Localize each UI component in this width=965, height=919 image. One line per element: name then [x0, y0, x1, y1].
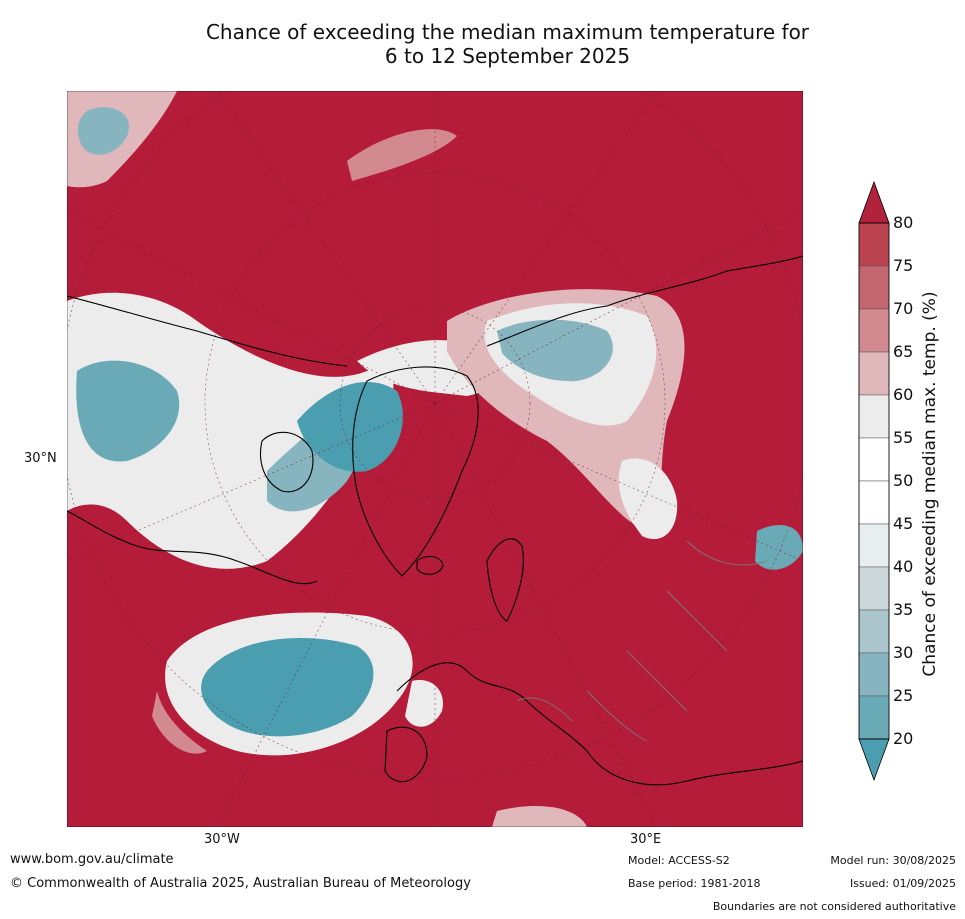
arctic-archipelago-cool	[297, 382, 403, 472]
lon-label-30e: 30°E	[630, 832, 662, 847]
title-line-2: 6 to 12 September 2025	[384, 44, 631, 68]
colorbar-tick-label: 25	[893, 686, 914, 705]
coastline-greenland	[352, 366, 479, 577]
atlantic-cool	[201, 638, 374, 737]
footer-disclaimer: Boundaries are not considered authoritat…	[712, 900, 956, 913]
colorbar-tick-label: 80	[893, 213, 914, 232]
coastline-siberia	[486, 255, 803, 347]
footer-model: Model: ACCESS-S2	[628, 854, 730, 867]
colorbar-segment	[858, 265, 890, 310]
siberia-cool	[497, 319, 613, 382]
meridian	[434, 210, 803, 404]
colorbar-segment	[858, 480, 890, 525]
colorbar-segment	[858, 566, 890, 611]
meridian	[67, 402, 436, 562]
footer-copyright: © Commonwealth of Australia 2025, Austra…	[10, 876, 471, 891]
meridian	[67, 210, 436, 404]
colorbar-segment	[858, 523, 890, 568]
colorbar-tick-label: 30	[893, 643, 914, 662]
coastlines	[67, 255, 803, 786]
colorbar-tick-label: 45	[893, 514, 914, 533]
arctic-wisp	[347, 129, 457, 181]
mediterranean-patch	[492, 806, 587, 827]
colorbar-tick-label: 50	[893, 471, 914, 490]
lat-label-30n: 30°N	[24, 451, 57, 466]
map-title: Chance of exceeding the median maximum t…	[60, 20, 955, 68]
colorbar-segment	[858, 437, 890, 482]
footer-base-period: Base period: 1981-2018	[628, 877, 761, 890]
coastline-iceland	[416, 555, 444, 575]
colorbar-max-arrow	[858, 180, 890, 224]
colorbar-segment	[858, 695, 890, 740]
meridian	[434, 91, 658, 404]
colorbar-segment	[858, 394, 890, 439]
meridian	[434, 402, 803, 562]
sw-europe-patch	[405, 680, 443, 727]
coastline-hudson-bay	[260, 431, 314, 493]
colorbar-segment	[858, 609, 890, 654]
colorbar-tick-label: 65	[893, 342, 914, 361]
probability-map	[67, 91, 803, 827]
colorbar-tick-label: 70	[893, 299, 914, 318]
colorbar-tick-label: 20	[893, 729, 914, 748]
probability-shading	[67, 91, 803, 827]
colorbar-tick-label: 35	[893, 600, 914, 619]
colorbar-frame	[858, 222, 890, 740]
colorbar-tick-label: 75	[893, 256, 914, 275]
colorbar-tick-label: 55	[893, 428, 914, 447]
border-line	[516, 540, 768, 742]
colorbar-segment	[858, 652, 890, 697]
coastline-scandinavia	[486, 538, 524, 622]
footer-model-run: Model run: 30/08/2025	[830, 854, 956, 867]
colorbar-tick-label: 60	[893, 385, 914, 404]
colorbar	[858, 180, 890, 782]
colorbar-label: Chance of exceeding median max. temp. (%…	[920, 291, 940, 677]
footer-website[interactable]: www.bom.gov.au/climate	[10, 852, 174, 867]
colorbar-segment	[858, 351, 890, 396]
north-america-cool-west	[76, 360, 180, 462]
footer-issued: Issued: 01/09/2025	[849, 877, 956, 890]
colorbar-segment	[858, 222, 890, 267]
colorbar-tick-label: 40	[893, 557, 914, 576]
coastline-iberia	[384, 726, 428, 783]
title-line-1: Chance of exceeding the median maximum t…	[205, 20, 810, 44]
colorbar-segments	[858, 222, 890, 740]
country-borders	[516, 540, 768, 742]
nw-corner-cool	[77, 107, 129, 155]
colorbar-segment	[858, 308, 890, 353]
coastline-europe	[396, 662, 803, 786]
graticule	[67, 91, 803, 827]
meridian	[216, 91, 436, 404]
colorbar-min-arrow	[858, 738, 890, 782]
coastline-north-america	[67, 295, 348, 585]
atlantic-edge	[152, 691, 207, 754]
lon-label-30w: 30°W	[204, 832, 240, 847]
east-cool-patch	[755, 525, 803, 570]
